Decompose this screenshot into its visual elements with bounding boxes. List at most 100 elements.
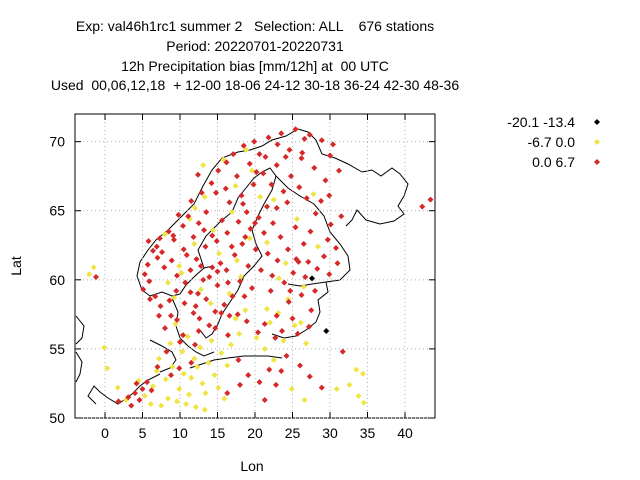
data-point bbox=[207, 300, 214, 307]
data-point bbox=[156, 355, 162, 362]
data-point bbox=[305, 258, 312, 265]
data-point bbox=[209, 264, 216, 271]
data-point bbox=[148, 387, 155, 394]
legend-marker bbox=[594, 119, 600, 125]
data-point bbox=[133, 380, 140, 387]
data-point bbox=[195, 220, 202, 227]
data-point bbox=[191, 355, 198, 362]
data-point bbox=[201, 193, 208, 200]
data-point bbox=[245, 263, 252, 269]
data-point bbox=[288, 173, 294, 180]
data-point bbox=[323, 327, 330, 334]
data-point bbox=[192, 341, 198, 348]
data-point bbox=[192, 204, 198, 211]
data-point bbox=[150, 247, 156, 254]
data-point bbox=[300, 240, 307, 247]
data-point bbox=[262, 153, 269, 160]
data-point bbox=[166, 297, 173, 304]
data-point bbox=[309, 275, 315, 282]
data-point bbox=[206, 274, 213, 281]
data-point bbox=[162, 231, 168, 238]
data-point bbox=[230, 151, 237, 158]
data-point bbox=[185, 213, 192, 220]
data-point bbox=[223, 267, 230, 274]
data-point bbox=[252, 246, 259, 253]
data-point bbox=[165, 395, 171, 402]
data-point bbox=[186, 391, 192, 398]
data-point bbox=[242, 233, 249, 240]
data-point bbox=[223, 159, 230, 166]
data-point bbox=[307, 228, 314, 235]
data-point bbox=[228, 341, 234, 348]
title-line-3: 12h Precipitation bias [mm/12h] at 00 UT… bbox=[121, 58, 389, 74]
data-point bbox=[268, 181, 275, 188]
data-point bbox=[267, 287, 274, 294]
data-point bbox=[161, 264, 168, 271]
data-point bbox=[182, 279, 189, 286]
data-point bbox=[154, 254, 161, 261]
data-point bbox=[206, 322, 213, 329]
data-point bbox=[311, 164, 318, 171]
data-point bbox=[203, 296, 210, 303]
data-point bbox=[277, 233, 284, 240]
data-point bbox=[273, 312, 280, 319]
data-point bbox=[174, 272, 180, 279]
data-point bbox=[221, 395, 228, 402]
x-tick-label: 0 bbox=[101, 425, 109, 441]
data-point bbox=[333, 385, 340, 392]
data-point bbox=[298, 155, 305, 162]
data-point bbox=[286, 146, 293, 153]
data-point bbox=[235, 218, 242, 225]
data-point bbox=[215, 384, 222, 391]
axis-ticks: 0 5 10 15 20 25 30 35 40 50 55 60 65 70 bbox=[49, 114, 435, 441]
data-points bbox=[86, 126, 434, 413]
data-point bbox=[176, 365, 183, 372]
legend-entry-3: 0.0 6.7 bbox=[532, 154, 575, 170]
data-point bbox=[183, 251, 190, 258]
data-point bbox=[237, 381, 243, 388]
data-point bbox=[210, 227, 216, 234]
data-point bbox=[273, 162, 280, 169]
data-point bbox=[249, 167, 255, 174]
data-point bbox=[141, 392, 148, 399]
data-point bbox=[303, 340, 309, 347]
data-point bbox=[243, 146, 249, 153]
data-point bbox=[226, 199, 233, 206]
data-point bbox=[165, 279, 171, 286]
data-point bbox=[208, 337, 215, 344]
data-point bbox=[427, 196, 434, 203]
data-point bbox=[212, 325, 219, 332]
data-point bbox=[279, 327, 285, 334]
data-point bbox=[181, 300, 188, 307]
data-point bbox=[290, 269, 297, 276]
data-point bbox=[280, 337, 287, 344]
data-point bbox=[246, 235, 253, 242]
data-point bbox=[353, 366, 360, 373]
data-point bbox=[251, 138, 258, 145]
data-point bbox=[261, 321, 268, 328]
title-line-2: Period: 20220701-20220731 bbox=[166, 38, 344, 54]
data-point bbox=[333, 245, 339, 252]
data-point bbox=[194, 363, 201, 370]
x-axis-label: Lon bbox=[240, 458, 263, 474]
data-point bbox=[243, 318, 250, 325]
data-point bbox=[273, 204, 280, 211]
data-point bbox=[171, 236, 177, 243]
data-point bbox=[169, 363, 176, 370]
data-point bbox=[224, 390, 231, 397]
data-point bbox=[266, 366, 273, 373]
data-point bbox=[261, 229, 267, 236]
data-point bbox=[243, 209, 250, 216]
y-tick-label: 65 bbox=[49, 203, 65, 219]
data-point bbox=[159, 249, 165, 256]
data-point bbox=[264, 250, 271, 257]
data-point bbox=[360, 370, 366, 377]
data-point bbox=[234, 173, 240, 180]
data-point bbox=[246, 160, 253, 167]
data-point bbox=[191, 240, 198, 247]
data-point bbox=[297, 319, 304, 326]
data-point bbox=[171, 294, 177, 301]
data-point bbox=[336, 167, 342, 174]
data-point bbox=[154, 363, 161, 370]
